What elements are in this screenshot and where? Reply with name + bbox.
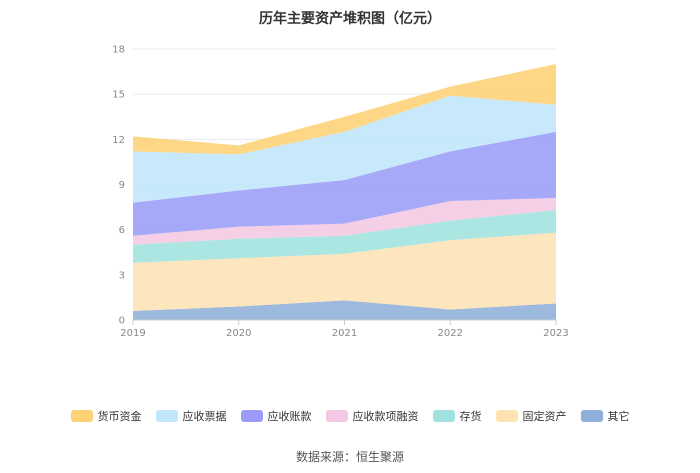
- legend-item[interactable]: 存货: [432, 408, 482, 424]
- x-tick-label: 2022: [438, 328, 463, 339]
- legend-swatch: [70, 410, 93, 422]
- legend-item[interactable]: 货币资金: [70, 408, 142, 424]
- legend-swatch: [240, 410, 263, 422]
- legend-label: 固定资产: [522, 410, 567, 423]
- area-series: [133, 64, 556, 320]
- legend-swatch: [495, 410, 518, 422]
- legend-item[interactable]: 其它: [580, 408, 630, 424]
- stacked-area-chart: 0 3 6 9 12 15 18 2019 2020 2021 2022 2023: [112, 45, 568, 340]
- legend-label: 存货: [459, 410, 482, 423]
- chart-title: 历年主要资产堆积图（亿元）: [259, 11, 441, 27]
- legend-label: 应收款项融资: [352, 410, 419, 423]
- area-series-0: [133, 300, 556, 320]
- legend-item[interactable]: 应收账款: [240, 408, 312, 424]
- legend-label: 应收票据: [182, 410, 227, 423]
- y-tick-label: 15: [112, 90, 125, 101]
- legend-label: 其它: [607, 410, 630, 423]
- legend-item[interactable]: 应收款项融资: [325, 408, 419, 424]
- legend-item[interactable]: 固定资产: [495, 408, 567, 424]
- legend-swatch: [325, 410, 348, 422]
- x-tick-label: 2020: [226, 328, 251, 339]
- y-tick-label: 0: [119, 316, 125, 327]
- y-tick-label: 12: [112, 135, 125, 146]
- legend-label: 应收账款: [267, 410, 312, 423]
- x-tick-label: 2019: [120, 328, 145, 339]
- legend-label: 货币资金: [97, 410, 142, 423]
- y-tick-label: 3: [119, 270, 125, 281]
- axes: 0 3 6 9 12 15 18 2019 2020 2021 2022 2023: [112, 45, 568, 340]
- x-tick-label: 2021: [332, 328, 357, 339]
- legend: 货币资金 应收票据 应收账款 应收款项融资 存货 固定资产 其它: [0, 408, 700, 424]
- y-tick-label: 6: [119, 225, 125, 236]
- legend-swatch: [580, 410, 603, 422]
- area-series-4: [133, 131, 556, 236]
- legend-swatch: [432, 410, 455, 422]
- area-series-1: [133, 232, 556, 311]
- x-tick-label: 2023: [543, 328, 568, 339]
- y-tick-label: 9: [119, 180, 125, 191]
- data-source: 数据来源：恒生聚源: [295, 450, 404, 464]
- y-tick-label: 18: [112, 45, 125, 56]
- area-series-3: [133, 198, 556, 245]
- legend-swatch: [155, 410, 178, 422]
- area-series-5: [133, 95, 556, 203]
- legend-item[interactable]: 应收票据: [155, 408, 227, 424]
- area-series-6: [133, 64, 556, 155]
- area-series-2: [133, 210, 556, 263]
